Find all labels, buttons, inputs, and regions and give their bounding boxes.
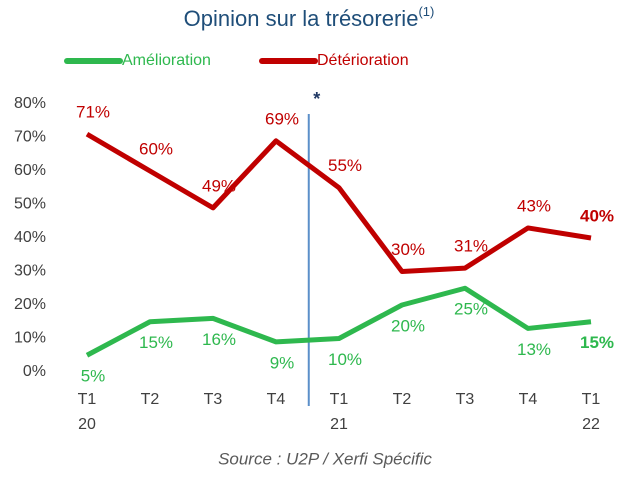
x-tick-line: 20	[78, 416, 96, 433]
x-tick-label: T2	[141, 391, 160, 408]
x-tick-line: 22	[582, 416, 600, 433]
y-tick-label: 30%	[14, 263, 46, 280]
x-tick-line: T4	[519, 391, 538, 408]
data-label: 30%	[391, 240, 425, 259]
data-label: 15%	[139, 333, 173, 352]
y-tick-label: 20%	[14, 296, 46, 313]
title-text: Opinion sur la trésorerie	[184, 6, 419, 31]
y-tick-label: 40%	[14, 229, 46, 246]
data-label: 43%	[517, 196, 551, 215]
data-label: 55%	[328, 156, 362, 175]
data-label: 25%	[454, 300, 488, 319]
data-label: 5%	[81, 367, 106, 386]
x-tick-line: T4	[267, 391, 286, 408]
data-label: 31%	[454, 237, 488, 256]
legend-label: Détérioration	[317, 52, 409, 69]
y-tick-label: 10%	[14, 330, 46, 347]
data-label: 40%	[580, 206, 614, 225]
source: Source : U2P / Xerfi Spécific	[218, 449, 432, 468]
x-tick-line: 21	[330, 416, 348, 433]
data-label: 13%	[517, 340, 551, 359]
legend-label: Amélioration	[122, 52, 211, 69]
x-tick-line: T3	[456, 391, 475, 408]
data-label: 9%	[270, 353, 295, 372]
data-label: 10%	[328, 350, 362, 369]
x-tick-label: T4	[519, 391, 538, 408]
x-tick-label: T1 22	[582, 391, 601, 433]
series-line	[85, 131, 592, 274]
data-label: 15%	[580, 333, 614, 352]
x-tick-line: T2	[393, 391, 412, 408]
x-tick-label: T4	[267, 391, 286, 408]
data-label: 16%	[202, 330, 236, 349]
title-note: (1)	[418, 4, 434, 19]
x-tick-label: T3	[204, 391, 223, 408]
data-label: 49%	[202, 176, 236, 195]
data-label: 71%	[76, 103, 110, 122]
x-tick-label: T1 20	[78, 391, 97, 433]
data-label: 20%	[391, 316, 425, 335]
x-tick-label: T2	[393, 391, 412, 408]
x-tick-line: T1	[78, 391, 97, 408]
x-tick-label: T1 21	[330, 391, 349, 433]
y-tick-label: 50%	[14, 196, 46, 213]
y-tick-label: 80%	[14, 95, 46, 112]
y-tick-label: 60%	[14, 162, 46, 179]
x-tick-line: T1	[330, 391, 349, 408]
chart-title: Opinion sur la trésorerie(1)	[184, 4, 435, 30]
x-tick-line: T2	[141, 391, 160, 408]
annotation: *	[313, 89, 320, 109]
y-tick-label: 0%	[23, 363, 46, 380]
series-line	[85, 285, 592, 358]
y-tick-label: 70%	[14, 129, 46, 146]
x-tick-label: T3	[456, 391, 475, 408]
data-label: 69%	[265, 109, 299, 128]
data-label: 60%	[139, 139, 173, 158]
x-tick-line: T3	[204, 391, 223, 408]
x-tick-line: T1	[582, 391, 601, 408]
